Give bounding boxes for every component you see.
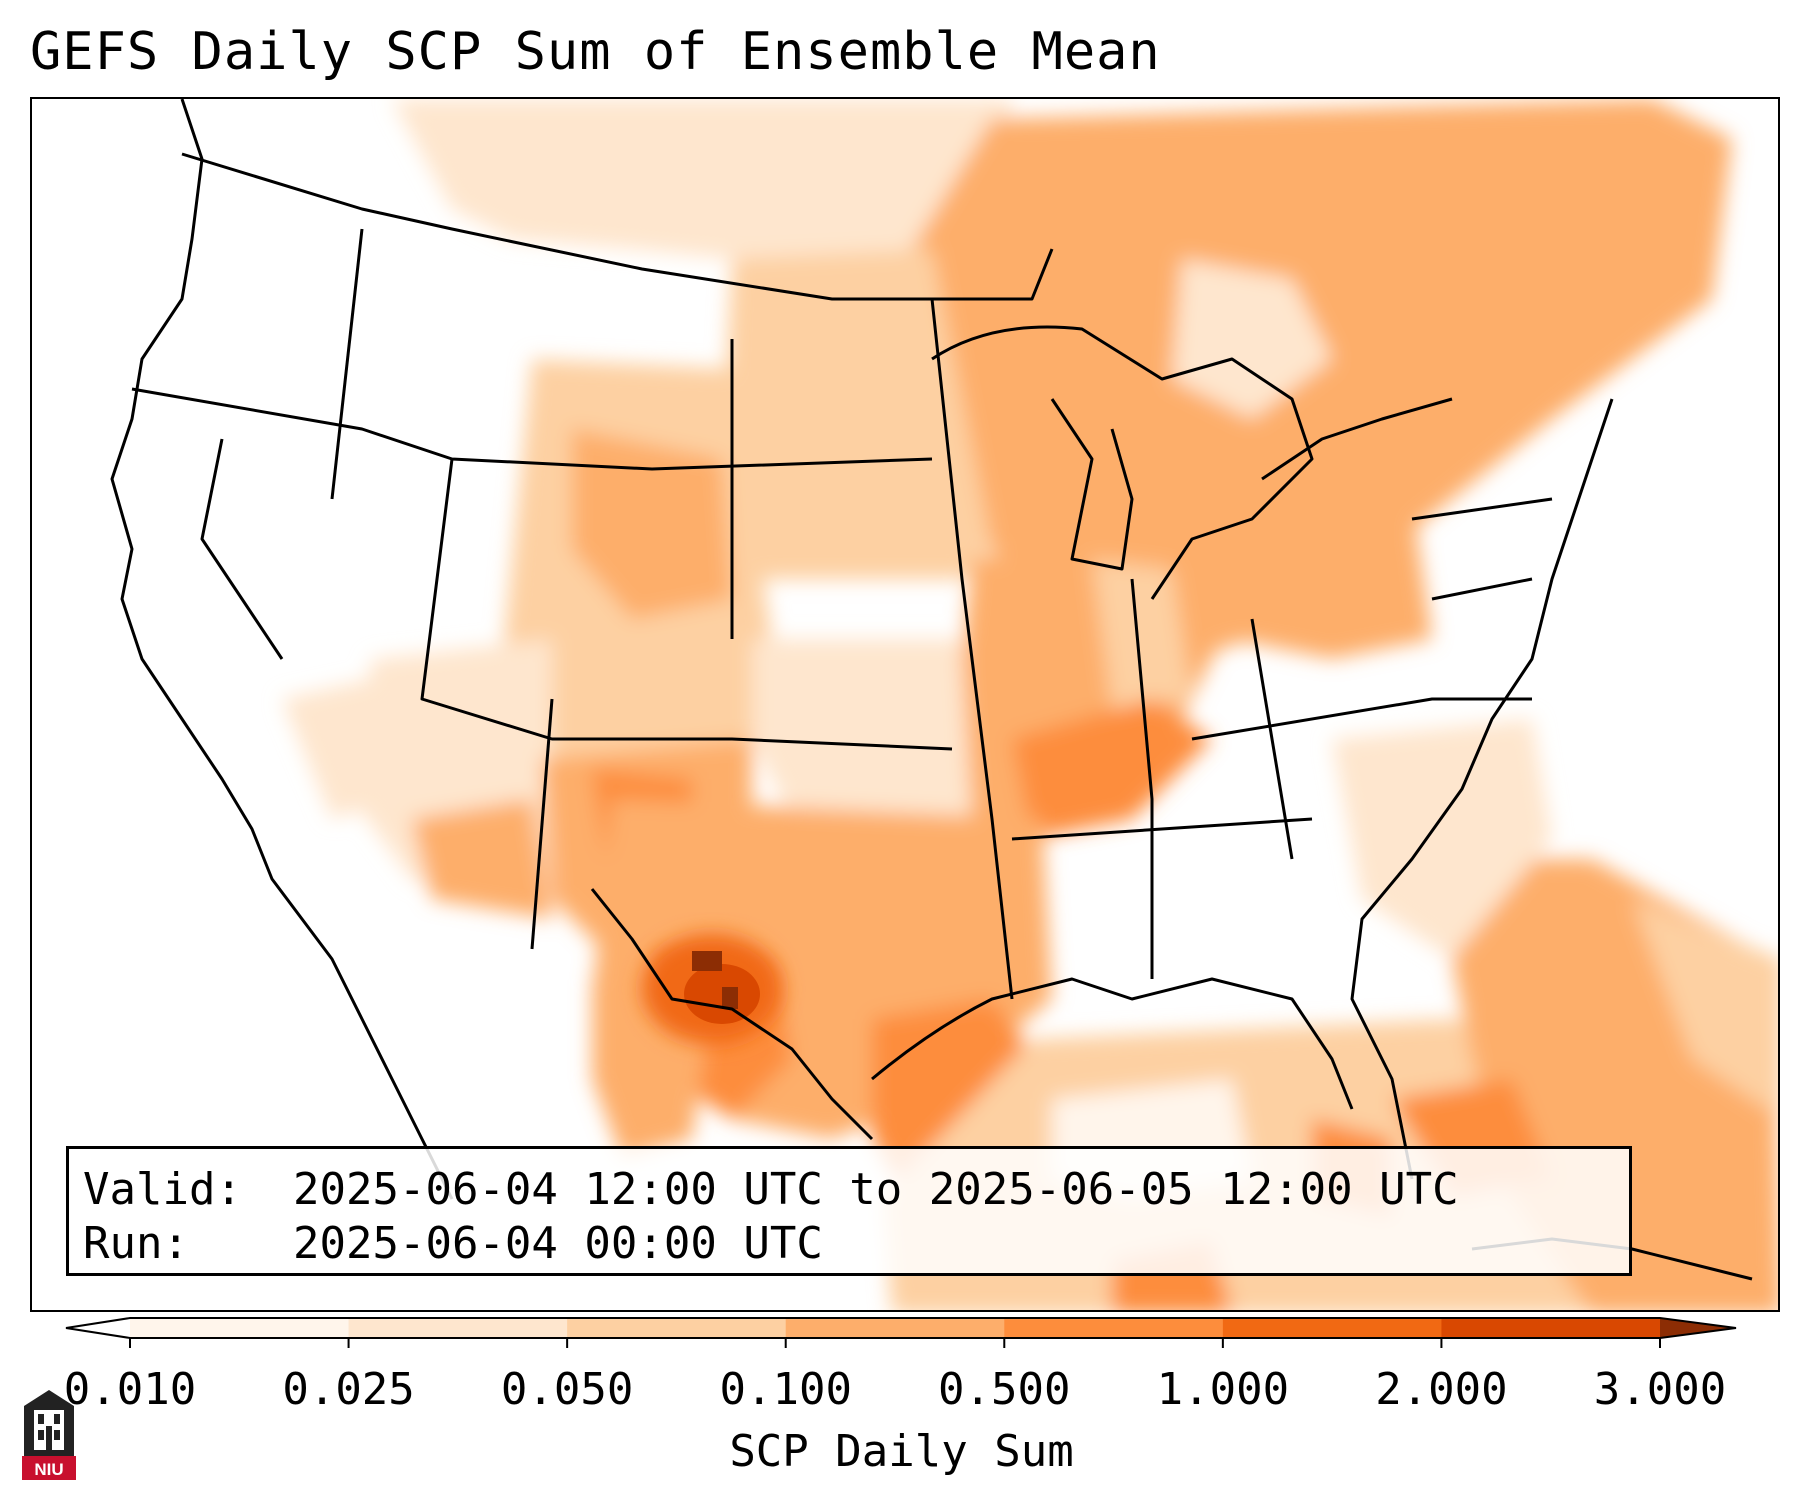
valid-row: Valid: 2025-06-04 12:00 UTC to 2025-06-05…	[83, 1163, 1615, 1217]
colorbar-tick-label: 2.000	[1375, 1364, 1508, 1415]
scp-hotspot	[642, 934, 782, 1044]
boundaries	[110, 99, 1753, 1281]
map-area[interactable]	[30, 97, 1780, 1312]
colorbar-label: SCP Daily Sum	[729, 1426, 1074, 1477]
colorbar-segment	[130, 1318, 350, 1338]
scp-map	[110, 99, 1778, 1310]
colorbar-segment	[1441, 1318, 1661, 1338]
colorbar-segment	[785, 1318, 1005, 1338]
colorbar-tick-label: 0.010	[63, 1364, 197, 1415]
colorbar-tick-label: 3.000	[1593, 1364, 1727, 1415]
colorbar-segment	[567, 1318, 787, 1338]
colorbar-ticks	[129, 1338, 1661, 1348]
colorbar-segment	[1222, 1318, 1442, 1338]
colorbar-extend-low	[66, 1318, 130, 1338]
colorbar-tick-label: 1.000	[1156, 1364, 1290, 1415]
run-row: Run: 2025-06-04 00:00 UTC	[83, 1217, 1615, 1271]
valid-value: 2025-06-04 12:00 UTC to 2025-06-05 12:00…	[293, 1164, 1459, 1215]
colorbar-segments	[66, 1318, 1736, 1338]
colorbar-tick-label: 0.500	[938, 1364, 1071, 1415]
run-value: 2025-06-04 00:00 UTC	[293, 1218, 823, 1269]
colorbar-tick-label: 0.025	[282, 1364, 415, 1415]
niu-logo: NIU	[22, 1390, 76, 1480]
colorbar-segment	[1004, 1318, 1224, 1338]
info-box: Valid: 2025-06-04 12:00 UTC to 2025-06-05…	[66, 1146, 1632, 1276]
map-title: GEFS Daily SCP Sum of Ensemble Mean	[30, 22, 1161, 82]
valid-label: Valid:	[83, 1164, 242, 1215]
colorbar	[65, 1317, 1737, 1348]
colorbar-tick-label: 0.050	[500, 1364, 634, 1415]
colorbar-extend-high	[1660, 1318, 1736, 1338]
colorbar-segment	[348, 1318, 568, 1338]
scp-shading	[282, 99, 1778, 1310]
svg-text:NIU: NIU	[34, 1460, 63, 1479]
run-label: Run:	[83, 1218, 189, 1269]
colorbar-tick-label: 0.100	[719, 1364, 852, 1415]
